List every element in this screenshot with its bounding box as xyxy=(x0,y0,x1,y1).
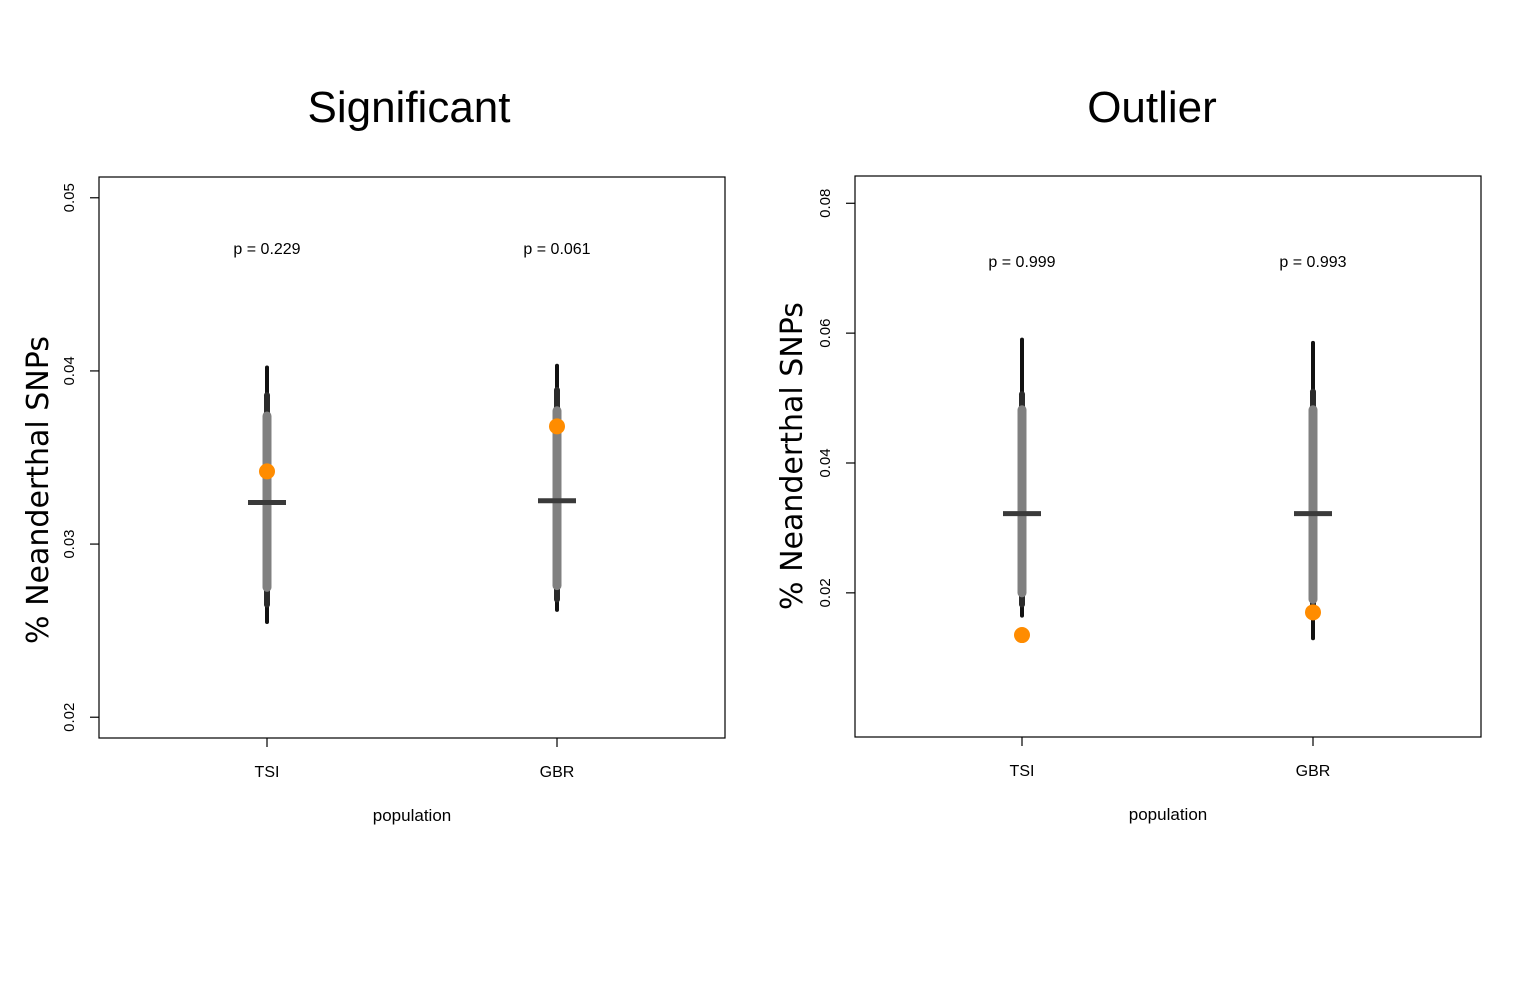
panel-1-observed-point-tsi xyxy=(259,463,275,480)
panel-1-ytick-label: 0.02 xyxy=(61,703,78,732)
panel-2-ytick-label: 0.08 xyxy=(817,189,834,218)
panel-1-x-axis-label: population xyxy=(373,806,451,825)
panel-2-y-axis-label: % Neanderthal SNPs xyxy=(775,302,810,610)
panel-2-x-axis-label: population xyxy=(1129,805,1207,824)
panel-2-xtick-label-gbr: GBR xyxy=(1296,763,1331,780)
panel-2-ytick-label: 0.02 xyxy=(817,578,834,607)
panel-1-observed-point-gbr xyxy=(549,418,565,435)
panel-2-title: Outlier xyxy=(1087,83,1217,132)
panel-2-plot-frame xyxy=(854,175,1482,738)
panel-2-ytick-label: 0.04 xyxy=(817,448,834,477)
panel-2-p-value-gbr: p = 0.993 xyxy=(1279,254,1346,271)
panel-1-p-value-gbr: p = 0.061 xyxy=(523,241,590,258)
panel-2-p-value-tsi: p = 0.999 xyxy=(988,254,1055,271)
panel-1-xtick-label-tsi: TSI xyxy=(255,764,280,781)
panel-1-plot-frame xyxy=(98,176,726,739)
panel-1-xtick-label-gbr: GBR xyxy=(540,764,575,781)
panel-1-ytick-label: 0.04 xyxy=(61,356,78,385)
panel-1-ytick-label: 0.03 xyxy=(61,529,78,558)
panel-2-observed-point-tsi xyxy=(1014,627,1030,644)
panel-1-title: Significant xyxy=(307,83,510,132)
panel-2-observed-point-gbr xyxy=(1305,604,1321,621)
panel-1-ytick-label: 0.05 xyxy=(61,183,78,212)
panel-1-p-value-tsi: p = 0.229 xyxy=(233,241,300,258)
panel-2-ytick-label: 0.06 xyxy=(817,319,834,348)
panel-2-xtick-label-tsi: TSI xyxy=(1010,763,1035,780)
panel-1-y-axis-label: % Neanderthal SNPs xyxy=(21,336,56,644)
